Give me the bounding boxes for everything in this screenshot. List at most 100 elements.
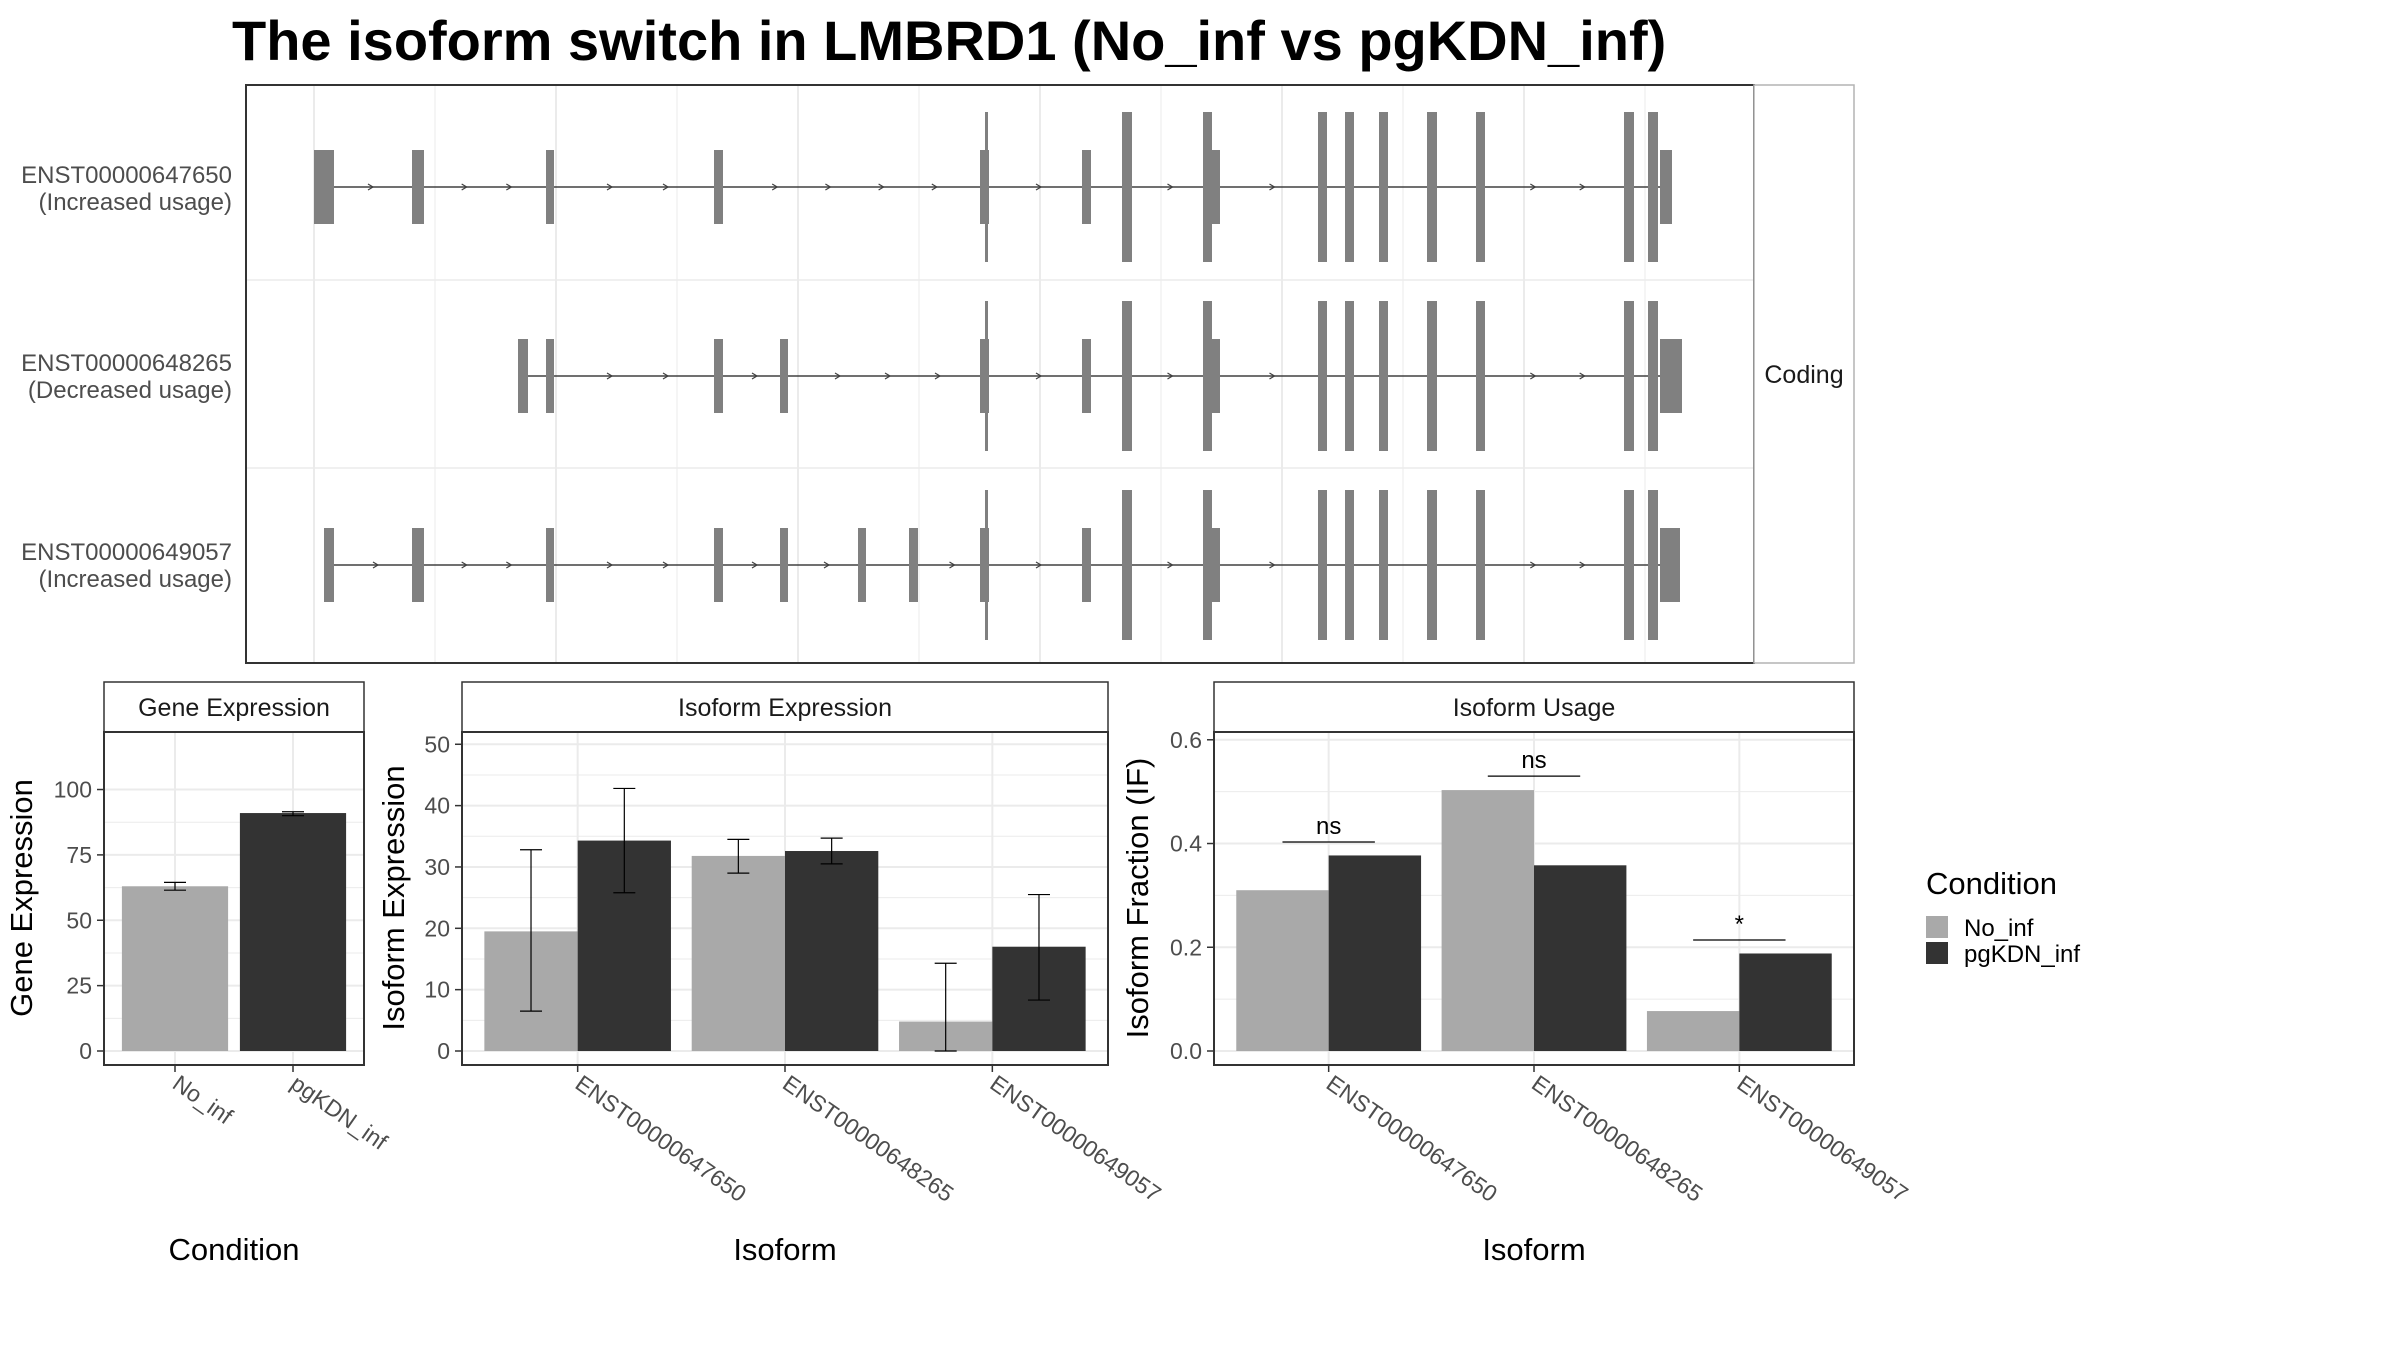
exon (980, 339, 989, 413)
exon (1648, 490, 1658, 640)
isoform-expression-y-title: Isoform Expression (376, 765, 411, 1030)
significance-2: ns (1487, 747, 1581, 777)
legend-swatch-no-inf (1926, 916, 1948, 938)
bar-pgkdn-inf-enst00000649057 (1739, 953, 1832, 1051)
gene-expression-y-title: Gene Expression (4, 779, 39, 1017)
intron-arrow (506, 183, 513, 191)
significance-1: ns (1282, 813, 1375, 843)
cds-start-marker (985, 301, 988, 451)
y-tick-label: 30 (424, 854, 450, 880)
intron-arrow (1579, 561, 1586, 569)
transcript-track-3 (324, 490, 1680, 640)
intron-arrow (461, 561, 468, 569)
error-bar (282, 811, 304, 817)
legend: Condition No_inf pgKDN_inf (1926, 866, 2080, 968)
y-tick-label: 25 (66, 973, 92, 999)
error-bar (934, 962, 957, 1052)
exon (1427, 301, 1437, 451)
error-bar (820, 837, 843, 865)
exon (714, 339, 723, 413)
legend-swatch-pgkdn-inf (1926, 942, 1948, 964)
exon (1476, 490, 1485, 640)
exon (1318, 490, 1327, 640)
isoform-expression-x-title: Isoform (733, 1232, 836, 1267)
intron-arrow (1035, 561, 1043, 569)
legend-title: Condition (1926, 866, 2057, 901)
isoform-usage-panel: Isoform Usage 0.0 0.2 0.4 0.6 ENST0000064765… (1120, 681, 1913, 1267)
y-tick-label: 0.4 (1170, 831, 1202, 857)
transcript-2-usage: (Decreased usage) (28, 377, 232, 404)
exon (909, 528, 918, 602)
y-tick-label: 20 (424, 915, 450, 941)
intron-arrow (1167, 561, 1174, 569)
significance-label: ns (1316, 813, 1341, 840)
intron-arrow (1035, 183, 1043, 191)
exon (1082, 528, 1091, 602)
bar-no-inf-enst00000648265 (1441, 790, 1534, 1051)
transcript-structure-panel: Coding ENST00000647650 (Increased usage)… (21, 84, 1855, 664)
intron-arrow (1167, 372, 1174, 380)
isoform-usage-plot: 0.0 0.2 0.4 0.6 ENST00000647650 ENST000006482… (1170, 727, 1913, 1207)
exon (546, 150, 554, 224)
intron-arrow (825, 183, 832, 191)
transcript-2-id: ENST00000648265 (21, 350, 232, 377)
error-bar (613, 787, 636, 894)
exon (1660, 339, 1682, 413)
bar-pgkdn-inf-enst00000648265 (785, 851, 879, 1051)
x-tick-label-pgkdn-inf: pgKDN_inf (286, 1070, 393, 1155)
intron-arrow (751, 372, 759, 380)
y-tick-label: 100 (54, 777, 92, 803)
isoform-usage-y-title: Isoform Fraction (IF) (1120, 758, 1155, 1039)
exon (412, 150, 424, 224)
y-tick-label: 75 (66, 842, 92, 868)
exon (1624, 301, 1634, 451)
isoform-expression-strip (461, 681, 1109, 733)
intron-arrow (662, 561, 670, 569)
intron-arrow (884, 372, 892, 380)
y-tick-label: 10 (424, 977, 450, 1003)
intron-arrow (1579, 183, 1586, 191)
isoform-usage-strip (1213, 681, 1855, 733)
error-bar (1027, 893, 1050, 1001)
transcript-tracks (314, 112, 1682, 640)
isoform-expression-strip-label: Isoform Expression (678, 694, 892, 722)
gene-expression-plot: 0 25 50 75 100 No_inf pgKDN_inf (54, 732, 393, 1155)
x-tick-label-enst00000649057: ENST00000649057 (985, 1070, 1165, 1207)
exon (1211, 339, 1220, 413)
exon (1660, 150, 1672, 224)
intron-arrow (823, 561, 831, 569)
exon (412, 528, 424, 602)
figure-title: The isoform switch in LMBRD1 (No_inf vs … (232, 9, 1666, 72)
significance-label: * (1735, 911, 1744, 938)
isoform-usage-border (1213, 731, 1855, 1066)
intron-arrow (751, 561, 759, 569)
gene-expression-x-title: Condition (169, 1232, 300, 1267)
exon (1379, 112, 1388, 262)
intron-arrow (1579, 372, 1586, 380)
exon (1082, 339, 1091, 413)
x-tick-label-enst00000648265: ENST00000648265 (778, 1070, 958, 1207)
intron-arrow (461, 183, 468, 191)
exon (780, 339, 788, 413)
exon (1122, 301, 1132, 451)
transcript-track-1 (314, 112, 1672, 262)
bar-pgkdn-inf (239, 813, 347, 1051)
y-tick-label: 0 (437, 1038, 450, 1064)
exon (1379, 490, 1388, 640)
intron-arrow (367, 183, 375, 191)
intron-arrow (606, 183, 614, 191)
bar-no-inf-enst00000649057 (1646, 1011, 1740, 1051)
exon (1648, 301, 1658, 451)
gene-expression-panel: Gene Expression 0 25 50 75 100 No_inf pgKDN_in… (4, 681, 393, 1267)
exon (980, 528, 989, 602)
significance-3: * (1693, 911, 1786, 941)
legend-label-pgkdn-inf: pgKDN_inf (1964, 941, 2080, 968)
exon (1476, 301, 1485, 451)
intron-arrow (506, 561, 513, 569)
exon (1122, 112, 1132, 262)
exon (1345, 301, 1354, 451)
exon (1318, 112, 1327, 262)
intron-arrow (1530, 372, 1537, 380)
exon (1379, 301, 1388, 451)
